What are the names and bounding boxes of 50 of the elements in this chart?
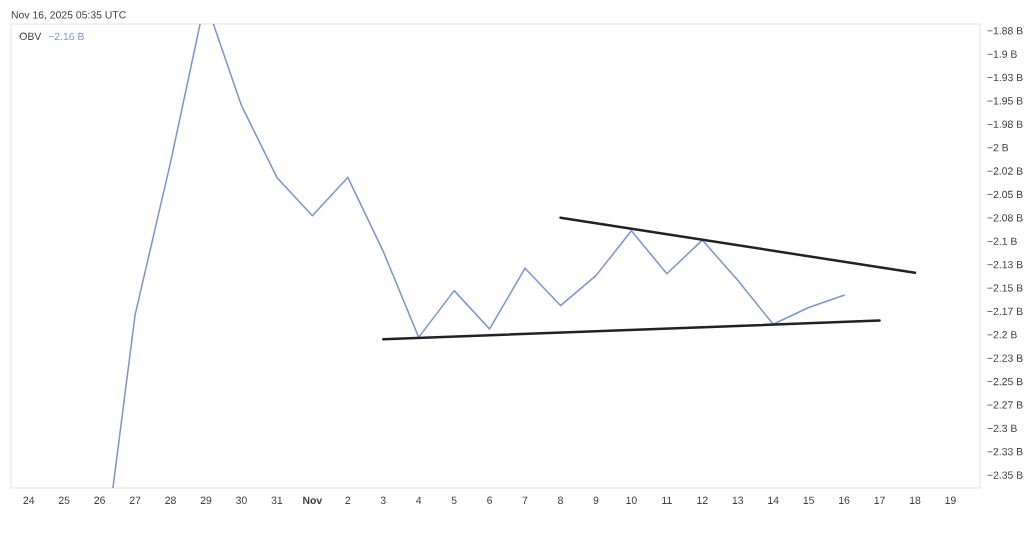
y-tick-label: −1.93 B (987, 73, 1023, 82)
x-tick-label: Nov (303, 496, 323, 504)
y-tick-label: −2.25 B (987, 377, 1023, 386)
x-tick-label: 4 (416, 496, 422, 504)
x-tick-label: 12 (697, 496, 708, 504)
y-tick-label: −2.13 B (987, 260, 1023, 269)
annotation: −2.16 B (48, 32, 84, 41)
x-tick-label: 27 (129, 496, 141, 504)
x-tick-label: 18 (910, 496, 921, 504)
y-tick-label: −2.2 B (987, 331, 1017, 339)
x-tick-label: 7 (522, 496, 528, 504)
y-tick-label: −1.95 B (987, 97, 1023, 105)
x-tick-label: 30 (236, 496, 247, 504)
y-tick-label: −2.17 B (987, 307, 1023, 315)
legend-label: OBV (19, 32, 42, 40)
x-tick-label: 25 (58, 496, 70, 504)
x-tick-label: 28 (165, 496, 176, 504)
y-tick-label: −1.9 B (987, 50, 1017, 58)
x-tick-label: 26 (94, 496, 105, 504)
x-tick-label: 10 (626, 496, 637, 504)
x-tick-label: 15 (803, 496, 815, 504)
x-tick-label: 31 (271, 496, 283, 504)
x-tick-label: 16 (839, 496, 850, 504)
x-tick-label: 9 (593, 496, 599, 504)
y-tick-label: −2.33 B (987, 448, 1023, 456)
y-tick-label: −2 B (987, 143, 1009, 152)
x-tick-label: 24 (23, 496, 35, 504)
y-tick-label: −2.05 B (987, 190, 1023, 199)
x-tick-label: 6 (487, 496, 493, 504)
y-tick-label: −2.1 B (987, 237, 1017, 245)
y-tick-label: −2.02 B (987, 167, 1023, 175)
chart-title: Nov 16, 2025 05:35 UTC (11, 11, 126, 20)
y-tick-label: −2.23 B (987, 354, 1023, 362)
y-tick-label: −2.27 B (987, 401, 1023, 409)
x-tick-label: 5 (451, 496, 457, 504)
y-tick-label: −1.88 B (987, 27, 1023, 35)
x-tick-label: 2 (345, 496, 351, 504)
x-tick-label: 14 (768, 496, 779, 504)
y-tick-label: −2.35 B (987, 471, 1023, 479)
x-tick-label: 17 (874, 496, 885, 504)
x-tick-label: 13 (732, 496, 744, 504)
x-tick-label: 3 (380, 496, 386, 504)
y-tick-label: −2.08 B (987, 214, 1023, 222)
x-tick-label: 11 (662, 496, 672, 504)
x-tick-label: 8 (558, 496, 563, 504)
y-tick-label: −2.15 B (987, 284, 1023, 292)
x-tick-label: 29 (200, 496, 212, 504)
x-tick-label: 19 (945, 496, 956, 504)
y-tick-label: −2.3 B (987, 424, 1017, 433)
y-tick-label: −1.98 B (987, 120, 1023, 128)
